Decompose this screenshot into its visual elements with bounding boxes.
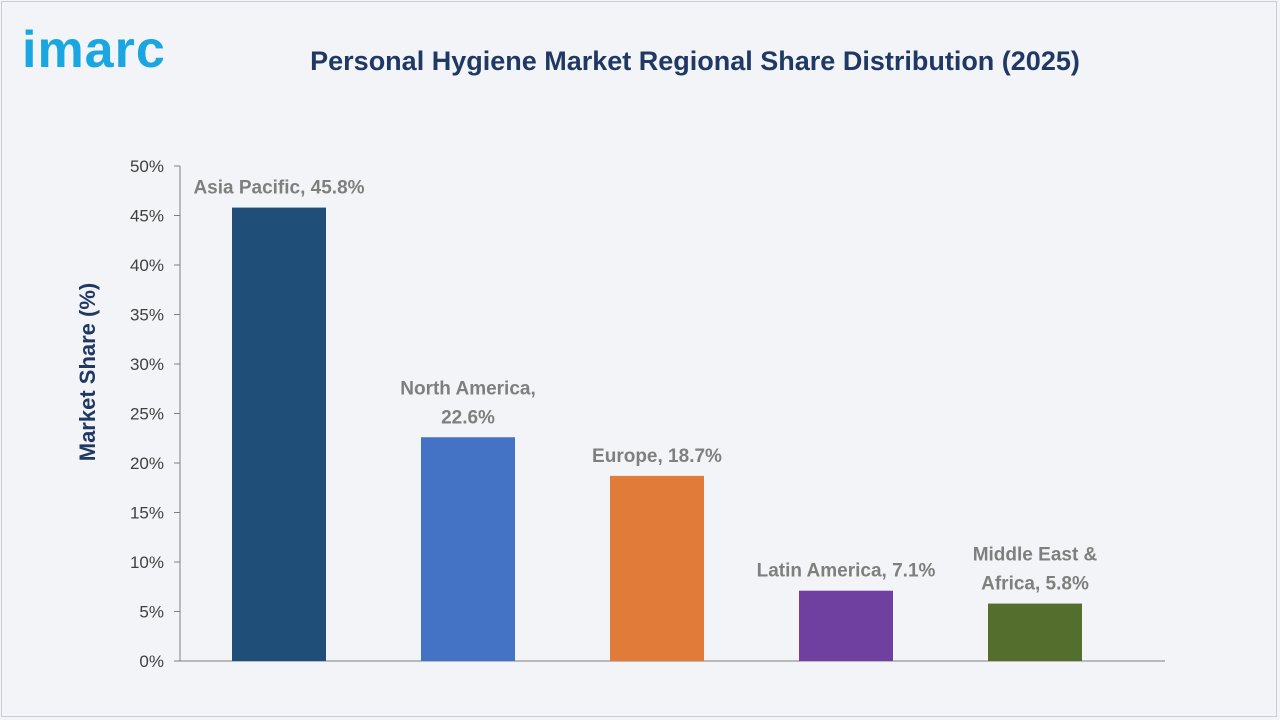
y-tick-label: 5% — [139, 603, 164, 622]
bar-asia-pacific — [232, 207, 326, 661]
data-label: 22.6% — [441, 407, 495, 428]
data-labels: Asia Pacific, 45.8% North America, 22.6% Eu… — [193, 178, 1097, 595]
bar-north-america — [421, 437, 515, 661]
axes: 0% 5% 10% 15% 20% 25% 30% 35% 40% 45% 50% — [130, 157, 1165, 671]
y-tick-label: 35% — [130, 306, 164, 325]
data-label: Africa, 5.8% — [981, 574, 1089, 595]
bar-middle-east-africa — [988, 603, 1082, 661]
data-label: North America, — [400, 378, 536, 399]
bar-europe — [610, 475, 704, 661]
y-tick-label: 25% — [130, 405, 164, 424]
y-tick-label: 30% — [130, 355, 164, 374]
y-tick-label: 15% — [130, 504, 164, 523]
data-label: Middle East & — [973, 545, 1098, 566]
chart-title: Personal Hygiene Market Regional Share D… — [310, 46, 1080, 76]
bars — [232, 207, 1082, 661]
y-tick-label: 40% — [130, 256, 164, 275]
y-tick-label: 10% — [130, 553, 164, 572]
data-label: Asia Pacific, 45.8% — [193, 178, 364, 199]
data-label: Europe, 18.7% — [592, 446, 722, 467]
y-tick-label: 45% — [130, 207, 164, 226]
y-tick-label: 50% — [130, 157, 164, 176]
imarc-logo: imarc — [22, 21, 166, 79]
y-tick-label: 20% — [130, 454, 164, 473]
data-label: Latin America, 7.1% — [757, 561, 936, 582]
y-tick-label: 0% — [139, 652, 164, 671]
bar-latin-america — [799, 590, 893, 661]
